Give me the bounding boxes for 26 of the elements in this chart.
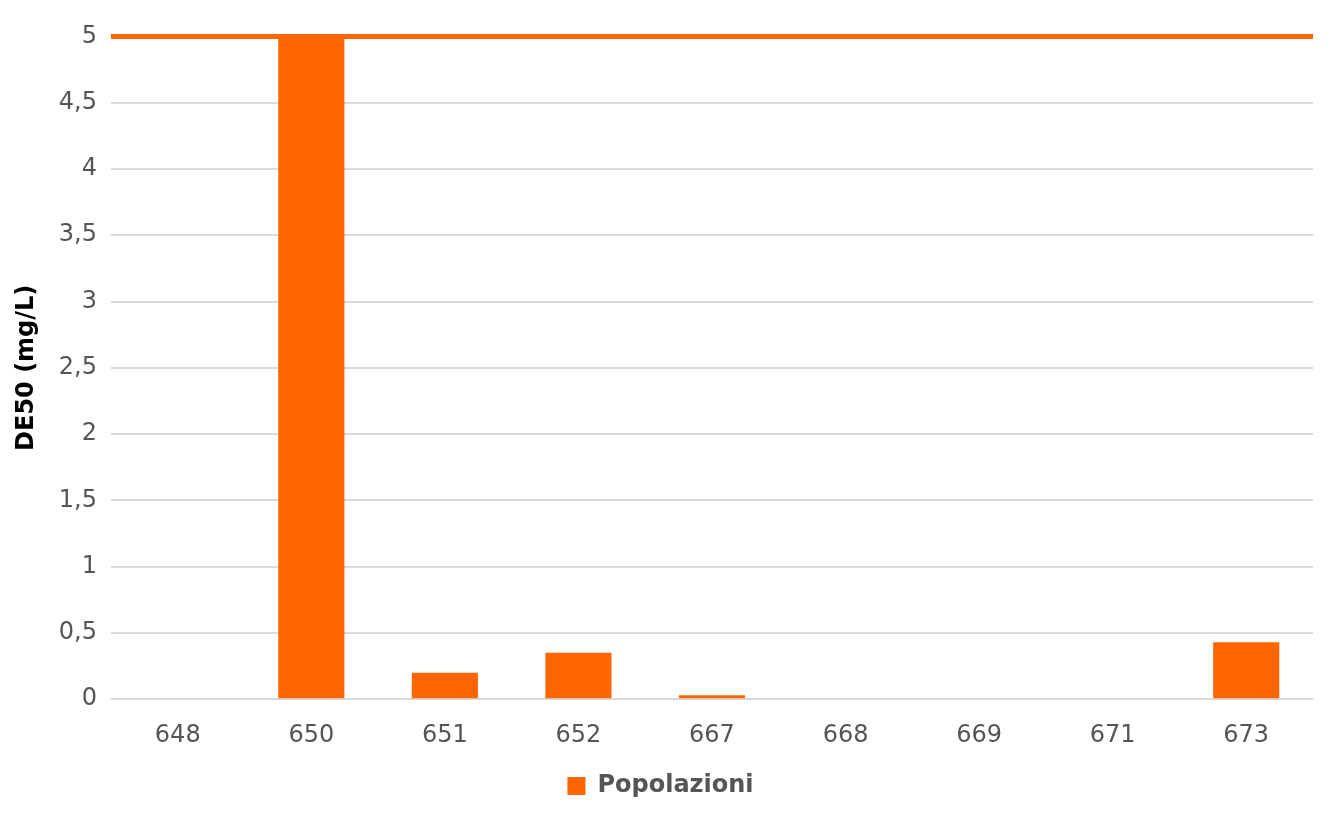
y-tick-label: 0 xyxy=(81,683,97,712)
y-tick-label: 4,5 xyxy=(58,86,97,115)
legend-label: Popolazioni xyxy=(597,770,754,799)
y-tick-label: 3 xyxy=(81,285,97,314)
x-tick-label: 651 xyxy=(421,719,468,748)
x-tick-label: 668 xyxy=(822,719,869,748)
y-tick-label: 1 xyxy=(81,550,97,579)
y-tick-label: 2,5 xyxy=(58,352,97,381)
y-tick-label: 3,5 xyxy=(58,219,97,248)
bar xyxy=(1213,642,1280,699)
y-axis-title: DE50 (mg/L) xyxy=(10,284,39,451)
y-tick-label: 1,5 xyxy=(58,484,97,513)
bar xyxy=(411,672,478,699)
x-tick-label: 671 xyxy=(1089,719,1136,748)
y-tick-label: 5 xyxy=(81,20,97,49)
x-tick-label: 652 xyxy=(555,719,602,748)
bar xyxy=(545,652,612,699)
x-tick-label: 650 xyxy=(288,719,335,748)
y-tick-label: 4 xyxy=(81,153,97,182)
bar xyxy=(678,695,746,699)
x-tick-label: 667 xyxy=(689,719,735,748)
x-tick-label: 673 xyxy=(1223,719,1270,748)
y-tick-label: 2 xyxy=(81,418,97,447)
x-tick-label: 669 xyxy=(956,719,1003,748)
x-tick-label: 648 xyxy=(154,719,201,748)
y-tick-label: 0,5 xyxy=(58,617,97,646)
